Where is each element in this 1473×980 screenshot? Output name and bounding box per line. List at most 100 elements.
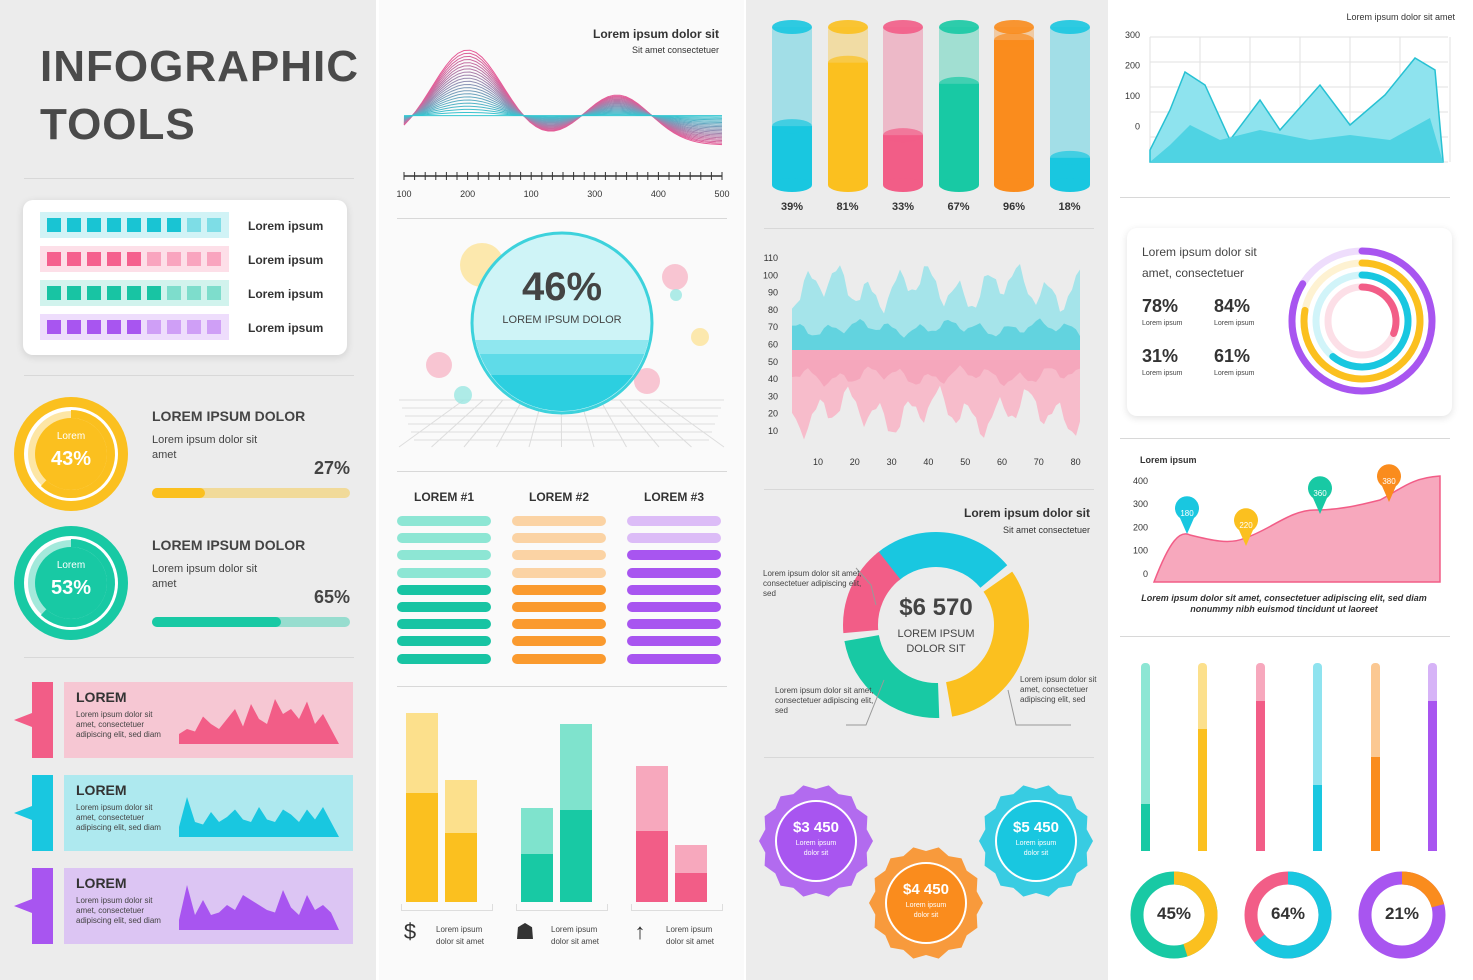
list-bar bbox=[627, 653, 721, 664]
mountain-outer bbox=[1149, 57, 1444, 163]
radial-stat-label: Lorem ipsum bbox=[1214, 370, 1255, 377]
mountain-y-tick: 100 bbox=[1125, 91, 1140, 101]
list-bar bbox=[397, 516, 491, 526]
stat-bar-value: 27% bbox=[313, 458, 350, 478]
tag-marker bbox=[14, 868, 53, 944]
area-x-tick: 30 bbox=[887, 457, 897, 467]
legend-square bbox=[207, 286, 221, 300]
radial-stat-value: 31% bbox=[1142, 346, 1179, 366]
radial-stat-value: 84% bbox=[1214, 296, 1251, 316]
small-donut-arc bbox=[1401, 871, 1445, 908]
area-y-tick: 90 bbox=[768, 288, 778, 298]
stat-text: Lorem ipsum dolor sit amet bbox=[152, 434, 258, 461]
progress-track bbox=[152, 617, 350, 627]
bar-fill bbox=[521, 853, 553, 902]
progress-fill bbox=[152, 617, 281, 627]
pin-y-tick: 100 bbox=[1133, 546, 1148, 556]
badge-value: $4 450 bbox=[903, 881, 949, 898]
list-bar bbox=[512, 516, 606, 526]
pin-area bbox=[1152, 475, 1441, 583]
list-bar bbox=[512, 567, 606, 578]
bar-fill bbox=[636, 830, 668, 902]
group-text: Lorem ipsum dolor sit amet bbox=[666, 925, 715, 946]
donut-segment-yellow bbox=[946, 571, 1029, 717]
area-y-tick: 70 bbox=[768, 322, 778, 332]
tag-sparkline bbox=[179, 699, 339, 744]
legend-square bbox=[107, 252, 121, 266]
floor-grid-line bbox=[496, 399, 523, 448]
vbar-fill bbox=[1141, 804, 1150, 851]
radial-arc bbox=[1358, 283, 1400, 337]
wave-line bbox=[403, 77, 723, 133]
pin-value: 380 bbox=[1382, 477, 1396, 486]
area-y-tick: 10 bbox=[768, 426, 778, 436]
wave-chart-title: Lorem ipsum dolor sit bbox=[592, 27, 719, 41]
divider bbox=[1120, 197, 1450, 198]
stat-bar-value: 65% bbox=[313, 587, 350, 607]
column-two: Lorem ipsum dolor sit Sit amet consectet… bbox=[379, 0, 744, 980]
cylinder-label: 39% bbox=[780, 201, 804, 213]
pin-y-tick: 400 bbox=[1133, 476, 1148, 486]
tag-title: LOREM bbox=[76, 689, 127, 705]
list-bar bbox=[397, 636, 491, 647]
area-x-tick: 10 bbox=[813, 457, 823, 467]
pin-marker bbox=[1175, 496, 1199, 534]
list-bar bbox=[397, 533, 491, 544]
list-bar bbox=[397, 550, 491, 561]
cylinder-top bbox=[938, 20, 979, 34]
bubble bbox=[670, 289, 682, 301]
donut-segment-pink bbox=[843, 551, 901, 634]
ring-label: Lorem bbox=[56, 431, 86, 442]
legend-square bbox=[67, 218, 81, 232]
list-bar bbox=[512, 584, 606, 595]
wave-tick-label: 100 bbox=[396, 189, 411, 199]
donut-chart bbox=[843, 532, 1071, 726]
bubble bbox=[662, 264, 688, 290]
area-x-tick: 60 bbox=[997, 457, 1007, 467]
radial-stat-value: 61% bbox=[1214, 346, 1251, 366]
tag-card: LOREM Lorem ipsum dolor sit amet, consect… bbox=[64, 682, 353, 758]
cylinder-top bbox=[1049, 20, 1090, 34]
area-y-tick: 100 bbox=[763, 270, 778, 280]
legend-square bbox=[187, 286, 201, 300]
legend-label: Lorem ipsum bbox=[248, 253, 324, 267]
cylinder bbox=[827, 20, 868, 192]
legend-card: Lorem ipsum Lorem ipsum Lorem ipsum Lorem i… bbox=[23, 200, 347, 355]
list-bar bbox=[512, 550, 606, 561]
group-text: Lorem ipsum dolor sit amet bbox=[551, 925, 600, 946]
ring-chart bbox=[14, 526, 128, 640]
bar-fill bbox=[675, 872, 707, 902]
legend-square bbox=[167, 252, 181, 266]
radial-stat-value: 78% bbox=[1142, 296, 1179, 316]
list-bar bbox=[397, 602, 491, 612]
badge-ring bbox=[775, 800, 857, 882]
sphere-label: LOREM IPSUM DOLOR bbox=[502, 314, 622, 326]
legend-square bbox=[107, 286, 121, 300]
radial-card: Lorem ipsum dolor sit amet, consectetuer… bbox=[1127, 228, 1452, 416]
vbar-fill bbox=[1313, 785, 1323, 851]
pin-value: 360 bbox=[1313, 489, 1327, 498]
pin-value: 220 bbox=[1239, 521, 1253, 530]
area-x-tick: 40 bbox=[923, 457, 933, 467]
floor-grid-line bbox=[398, 399, 465, 448]
wave-chart: 100 200 100 300 400 500 bbox=[396, 49, 730, 199]
area-y-tick: 60 bbox=[768, 340, 778, 350]
cylinder-label: 81% bbox=[836, 201, 859, 213]
legend-square bbox=[87, 286, 101, 300]
badge-text: Lorem ipsum dolor sit bbox=[1015, 840, 1057, 857]
divider bbox=[24, 657, 354, 658]
divider bbox=[764, 489, 1094, 490]
bar-fill bbox=[445, 832, 477, 902]
list-title: LOREM #2 bbox=[528, 490, 589, 504]
floor-grid-line bbox=[599, 399, 627, 448]
wave-line bbox=[403, 68, 723, 137]
legend-square bbox=[127, 320, 141, 334]
tag-shape bbox=[14, 868, 53, 944]
area-x-tick: 50 bbox=[960, 457, 970, 467]
bar-base bbox=[516, 904, 608, 911]
legend-square bbox=[67, 252, 81, 266]
legend-square bbox=[107, 218, 121, 232]
list-bar bbox=[627, 636, 721, 647]
cylinder-top bbox=[994, 20, 1034, 34]
vbar-track bbox=[1141, 663, 1150, 851]
